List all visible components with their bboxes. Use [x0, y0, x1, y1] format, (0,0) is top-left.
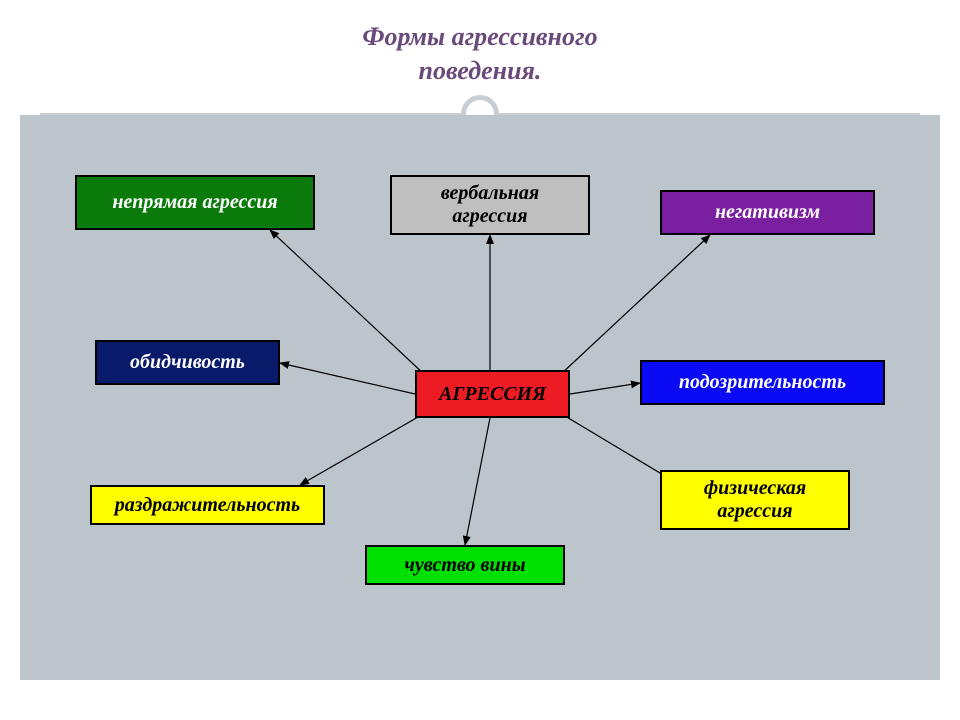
node-indirect: непрямая агрессия: [75, 175, 315, 230]
diagram-area: АГРЕССИЯ непрямая агрессия вербальная агре…: [20, 115, 940, 680]
arrow-irritable: [300, 413, 425, 485]
arrow-guilt: [465, 418, 490, 545]
title-line2: поведения.: [419, 56, 542, 85]
arrow-indirect: [270, 230, 425, 375]
arrow-suspicion: [570, 383, 640, 394]
arrow-negativism: [560, 235, 710, 375]
node-physical: физическая агрессия: [660, 470, 850, 530]
node-guilt: чувство вины: [365, 545, 565, 585]
node-negativism: негативизм: [660, 190, 875, 235]
node-touchiness: обидчивость: [95, 340, 280, 385]
node-irritable: раздражительность: [90, 485, 325, 525]
node-suspicion: подозрительность: [640, 360, 885, 405]
arrow-touchiness: [280, 363, 415, 394]
title-line1: Формы агрессивного: [362, 22, 597, 51]
page-title: Формы агрессивного поведения.: [0, 0, 960, 88]
center-node: АГРЕССИЯ: [415, 370, 570, 418]
node-verbal: вербальная агрессия: [390, 175, 590, 235]
